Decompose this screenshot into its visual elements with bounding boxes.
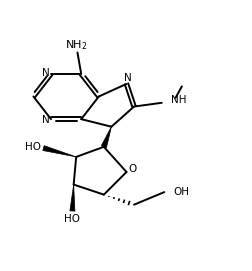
Polygon shape [43,146,76,157]
Polygon shape [70,185,75,211]
Text: NH$_2$: NH$_2$ [65,38,87,52]
Text: N: N [41,67,49,78]
Text: NH: NH [170,95,185,105]
Text: OH: OH [172,187,188,197]
Text: O: O [128,164,136,175]
Polygon shape [101,127,111,148]
Text: HO: HO [25,142,41,152]
Text: N: N [123,73,131,83]
Text: N: N [41,115,49,125]
Text: HO: HO [64,214,80,224]
